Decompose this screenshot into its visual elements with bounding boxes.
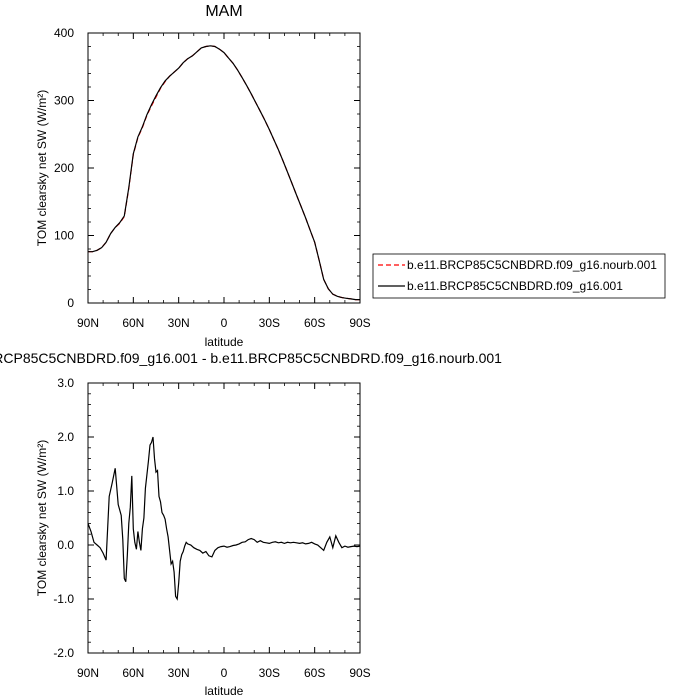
top-xtick-label: 30S: [259, 316, 280, 330]
top-ytick-label: 200: [54, 161, 74, 175]
bottom-xtick-label: 90S: [349, 666, 370, 680]
top-plot-content: [88, 45, 360, 301]
bottom-ytick-label: 1.0: [57, 484, 74, 498]
bottom-series-line-0: [87, 436, 361, 601]
bottom-xtick-label: 60S: [304, 666, 325, 680]
legend-label-nourb: b.e11.BRCP85C5CNBDRD.f09_g16.nourb.001: [407, 258, 657, 272]
top-xtick-label: 90S: [349, 316, 370, 330]
top-panel: MAM TOM clearsky net SW (W/m²) latitude …: [35, 3, 371, 349]
bottom-xtick-label: 60N: [122, 666, 144, 680]
legend-box: [372, 253, 666, 299]
bottom-ylabel: TOM clearsky net SW (W/m²): [35, 440, 49, 596]
bottom-ytick-label: 2.0: [57, 430, 74, 444]
top-xtick-label: 0: [221, 316, 228, 330]
top-ytick-label: 0: [67, 296, 74, 310]
top-xlabel: latitude: [205, 335, 244, 349]
bottom-xlabel: latitude: [205, 684, 244, 698]
bottom-plot-content: [87, 436, 361, 601]
legend-label-control: b.e11.BRCP85C5CNBDRD.f09_g16.001: [407, 279, 623, 293]
bottom-xtick-label: 90N: [77, 666, 99, 680]
top-axis-ticks: 90N 60N 30N 0 30S 60S 90S 0 100 200 300 400: [54, 26, 371, 330]
top-xtick-label: 60N: [122, 316, 144, 330]
top-title: MAM: [205, 3, 242, 20]
bottom-ytick-label: 3.0: [57, 376, 74, 390]
bottom-xtick-label: 30N: [168, 666, 190, 680]
bottom-ytick-label: 0.0: [57, 538, 74, 552]
top-ytick-label: 300: [54, 94, 74, 108]
bottom-axis-ticks: 90N 60N 30N 0 30S 60S 90S -2.0 -1.0 0.0 1.0 2.0 3.0: [53, 376, 370, 680]
bottom-ytick-label: -1.0: [53, 592, 74, 606]
top-ytick-label: 400: [54, 26, 74, 40]
top-ytick-label: 100: [54, 229, 74, 243]
top-series-line-1: [88, 45, 360, 301]
bottom-title: b.e11.BRCP85C5CNBDRD.f09_g16.001 - b.e11…: [0, 350, 502, 366]
top-xtick-label: 90N: [77, 316, 99, 330]
legend: b.e11.BRCP85C5CNBDRD.f09_g16.nourb.001 b…: [372, 253, 666, 299]
top-xtick-label: 60S: [304, 316, 325, 330]
bottom-panel: b.e11.BRCP85C5CNBDRD.f09_g16.001 - b.e11…: [0, 350, 502, 698]
top-ylabel: TOM clearsky net SW (W/m²): [35, 90, 49, 246]
top-xtick-label: 30N: [168, 316, 190, 330]
bottom-xtick-label: 0: [221, 666, 228, 680]
bottom-ytick-label: -2.0: [53, 646, 74, 660]
bottom-xtick-label: 30S: [259, 666, 280, 680]
